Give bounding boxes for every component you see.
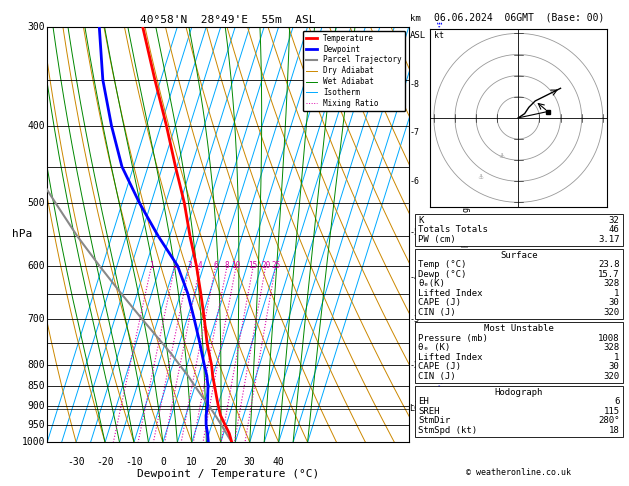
Text: Surface: Surface xyxy=(500,251,538,260)
Text: Mixing Ratio (g/kg): Mixing Ratio (g/kg) xyxy=(462,187,471,282)
Text: -2: -2 xyxy=(409,361,420,370)
Text: SREH: SREH xyxy=(418,407,440,416)
Text: ⚓: ⚓ xyxy=(477,174,484,180)
Text: Temp (°C): Temp (°C) xyxy=(418,260,467,270)
Text: 1008: 1008 xyxy=(598,333,620,343)
Text: 30: 30 xyxy=(609,298,620,308)
Text: 328: 328 xyxy=(603,343,620,352)
Text: CAPE (J): CAPE (J) xyxy=(418,362,461,371)
Text: -4: -4 xyxy=(409,273,420,282)
Text: 320: 320 xyxy=(603,308,620,317)
Text: 15: 15 xyxy=(248,261,258,270)
Text: 30: 30 xyxy=(609,362,620,371)
Text: -5: -5 xyxy=(409,228,420,237)
Text: θₑ (K): θₑ (K) xyxy=(418,343,450,352)
Text: 280°: 280° xyxy=(598,416,620,425)
Text: -30: -30 xyxy=(67,457,85,467)
Text: CIN (J): CIN (J) xyxy=(418,308,456,317)
Text: 6: 6 xyxy=(614,398,620,406)
Text: 850: 850 xyxy=(28,381,45,391)
Text: 1: 1 xyxy=(149,261,153,270)
Text: 950: 950 xyxy=(28,419,45,430)
Text: Totals Totals: Totals Totals xyxy=(418,225,488,234)
Text: 23.8: 23.8 xyxy=(598,260,620,270)
Text: -8: -8 xyxy=(409,80,420,89)
Text: -6: -6 xyxy=(409,177,420,186)
Text: 600: 600 xyxy=(28,261,45,271)
Text: 30: 30 xyxy=(244,457,255,467)
Title: 40°58'N  28°49'E  55m  ASL: 40°58'N 28°49'E 55m ASL xyxy=(140,15,316,25)
Text: 900: 900 xyxy=(28,401,45,411)
Text: 40: 40 xyxy=(273,457,284,467)
Text: ASL: ASL xyxy=(409,31,426,40)
Text: 15.7: 15.7 xyxy=(598,270,620,279)
Text: Pressure (mb): Pressure (mb) xyxy=(418,333,488,343)
Text: 20: 20 xyxy=(215,457,226,467)
Text: 800: 800 xyxy=(28,360,45,370)
Text: 4: 4 xyxy=(198,261,203,270)
Text: 115: 115 xyxy=(603,407,620,416)
Text: -3: -3 xyxy=(409,314,420,324)
Text: -10: -10 xyxy=(125,457,143,467)
Text: 3.17: 3.17 xyxy=(598,235,620,244)
Text: StmSpd (kt): StmSpd (kt) xyxy=(418,426,477,435)
Text: km: km xyxy=(409,14,420,22)
Text: 2: 2 xyxy=(172,261,177,270)
Text: CAPE (J): CAPE (J) xyxy=(418,298,461,308)
Text: 06.06.2024  06GMT  (Base: 00): 06.06.2024 06GMT (Base: 00) xyxy=(434,12,604,22)
Text: θₑ(K): θₑ(K) xyxy=(418,279,445,289)
Text: -20: -20 xyxy=(96,457,114,467)
Text: -7: -7 xyxy=(409,128,420,138)
Text: 32: 32 xyxy=(609,216,620,225)
Text: Dewp (°C): Dewp (°C) xyxy=(418,270,467,279)
Text: kt: kt xyxy=(434,31,444,39)
Text: Lifted Index: Lifted Index xyxy=(418,289,483,298)
Text: 500: 500 xyxy=(28,198,45,208)
Text: 6: 6 xyxy=(213,261,218,270)
Text: -1: -1 xyxy=(409,401,420,410)
Text: Lifted Index: Lifted Index xyxy=(418,353,483,362)
Legend: Temperature, Dewpoint, Parcel Trajectory, Dry Adiabat, Wet Adiabat, Isotherm, Mi: Temperature, Dewpoint, Parcel Trajectory… xyxy=(303,31,405,111)
Text: 1: 1 xyxy=(614,353,620,362)
Text: LCL: LCL xyxy=(409,404,425,414)
Text: PW (cm): PW (cm) xyxy=(418,235,456,244)
Text: 0: 0 xyxy=(160,457,166,467)
Text: Most Unstable: Most Unstable xyxy=(484,324,554,333)
Text: Dewpoint / Temperature (°C): Dewpoint / Temperature (°C) xyxy=(137,469,319,479)
Text: 700: 700 xyxy=(28,314,45,324)
Text: 20: 20 xyxy=(261,261,270,270)
Text: 320: 320 xyxy=(603,372,620,381)
Text: 10: 10 xyxy=(186,457,198,467)
Text: K: K xyxy=(418,216,424,225)
Text: 400: 400 xyxy=(28,121,45,131)
Text: EH: EH xyxy=(418,398,429,406)
Text: 328: 328 xyxy=(603,279,620,289)
Text: 8: 8 xyxy=(225,261,230,270)
Text: CIN (J): CIN (J) xyxy=(418,372,456,381)
Text: 300: 300 xyxy=(28,22,45,32)
Text: 1: 1 xyxy=(614,289,620,298)
Text: hPa: hPa xyxy=(13,229,33,240)
Text: 10: 10 xyxy=(231,261,241,270)
Text: 3: 3 xyxy=(187,261,192,270)
Text: ⚓: ⚓ xyxy=(498,153,504,159)
Text: 25: 25 xyxy=(271,261,281,270)
Text: StmDir: StmDir xyxy=(418,416,450,425)
Text: Hodograph: Hodograph xyxy=(495,388,543,397)
Text: 18: 18 xyxy=(609,426,620,435)
Text: 1000: 1000 xyxy=(22,437,45,447)
Text: © weatheronline.co.uk: © weatheronline.co.uk xyxy=(467,468,571,477)
Text: 46: 46 xyxy=(609,225,620,234)
